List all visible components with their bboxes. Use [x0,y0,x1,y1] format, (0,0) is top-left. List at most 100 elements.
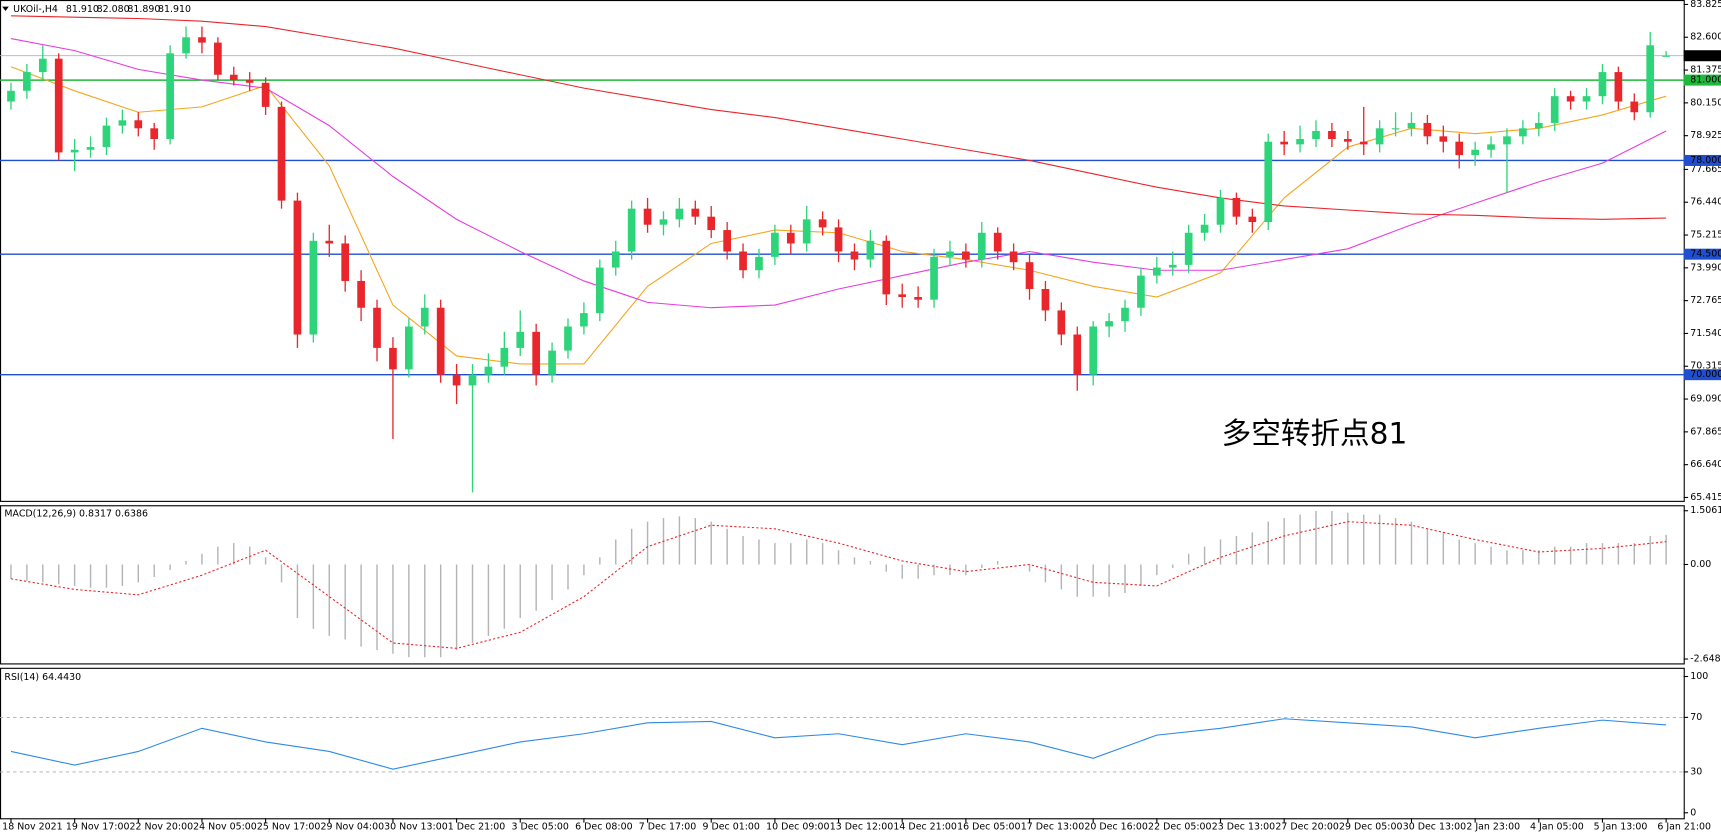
candle-body [1184,232,1193,265]
candle-body [1487,144,1495,150]
candle-body [38,58,47,73]
x-tick-label: 5 Jan 13:00 [1594,822,1648,833]
candle-body [118,120,127,126]
candle-body [930,256,938,300]
x-tick-label: 30 Dec 13:00 [1403,822,1466,833]
candle-body [1471,149,1479,156]
candle-body [1407,122,1416,129]
candle-body [229,74,238,81]
x-tick-label: 29 Dec 05:00 [1339,822,1402,833]
candle-body [1662,55,1670,57]
candle-body [1598,72,1607,97]
x-tick-label: 18 Nov 2021 [2,822,62,833]
candle-body [691,208,700,217]
candle-body [341,243,350,281]
annotation: 多空转折点81 [1222,415,1408,450]
candle-body [1566,96,1575,102]
candle-body [723,230,731,252]
candle-body [707,216,716,231]
y-tick-label: -2.6487 [1690,654,1721,665]
candle-body [946,251,954,257]
candle-body [1025,262,1034,289]
candle-body [389,347,397,370]
level-label: 81.000 [1690,75,1721,86]
level-label-box [1683,369,1721,381]
candle-body [643,208,652,225]
candle-body [468,374,477,386]
candle-body [962,251,970,260]
symbol-marker [2,6,9,11]
rsi-pane [0,667,1685,820]
candle-body [1646,45,1655,113]
candle-body [484,366,493,375]
candle-body [1614,72,1623,102]
candle-body [1153,267,1161,276]
candle-body [405,326,413,370]
x-tick-label: 6 Dec 08:00 [575,822,632,833]
candle-body [1216,197,1225,225]
candle-body [182,37,190,54]
level-label: 70.000 [1690,369,1721,380]
x-tick-label: 6 Jan 21:00 [1657,822,1711,833]
x-tick-label: 3 Dec 05:00 [511,822,568,833]
x-tick-label: 24 Nov 05:00 [193,822,257,833]
candle-body [245,80,254,83]
last-price-box [1683,50,1721,62]
x-tick-label: 22 Dec 05:00 [1148,822,1211,833]
x-tick-label: 2 Jan 23:00 [1466,822,1520,833]
last-price-label: 81.910 [1690,50,1721,61]
x-tick-label: 27 Dec 20:00 [1275,822,1338,833]
candle-body [1296,139,1304,145]
y-tick-label: 71.540 [1690,328,1721,339]
candle-body [993,232,1002,252]
x-tick-label: 22 Nov 20:00 [130,822,194,833]
x-tick-label: 4 Jan 05:00 [1530,822,1584,833]
candle-body [214,42,222,75]
candle-body [1105,321,1113,327]
x-tick-label: 19 Nov 17:00 [66,822,130,833]
level-label-box [1683,248,1721,260]
y-tick-label: 80.150 [1690,97,1721,108]
candle-body [1248,216,1257,223]
candle-body [102,125,111,148]
candle-body [357,280,365,308]
candle-body [1041,288,1050,311]
candle-body [54,58,63,153]
candle-body [818,219,827,228]
candle-body [1534,122,1543,129]
y-tick-label: 66.640 [1690,459,1721,470]
x-tick-label: 25 Nov 17:00 [257,822,321,833]
candle-body [532,331,541,375]
candle-body [261,82,270,107]
ohlc-open: 81.910 [66,4,99,15]
candle-body [1312,130,1320,140]
y-tick-label: 73.990 [1690,262,1721,273]
candle-body [548,350,556,375]
candle-body [70,149,79,153]
y-tick-label: 81.375 [1690,65,1721,76]
y-tick-label: 76.440 [1690,197,1721,208]
candle-body [675,208,684,220]
rsi-line [10,718,1667,770]
candle-body [1375,128,1384,145]
moving-average [10,15,1667,220]
candle-body [580,313,588,327]
y-tick-label: 82.600 [1690,32,1721,43]
x-tick-label: 7 Dec 17:00 [639,822,696,833]
y-tick-label: 78.925 [1690,130,1721,141]
macd-signal [10,521,1667,649]
y-tick-label: 70 [1690,712,1702,723]
x-tick-label: 30 Nov 13:00 [384,822,448,833]
y-tick-label: 30 [1690,766,1702,777]
ohlc-low: 81.890 [127,4,160,15]
candle-body [1343,139,1352,142]
y-tick-label: 77.665 [1690,164,1721,175]
candle-body [786,232,795,244]
ohlc-high: 82.080 [97,4,130,15]
candle-body [293,200,302,335]
y-tick-label: 1.5061 [1690,505,1721,516]
candle-body [373,307,381,348]
candle-body [1057,310,1066,335]
rsi-title: RSI(14) 64.4430 [4,672,81,683]
candle-body [834,227,843,252]
